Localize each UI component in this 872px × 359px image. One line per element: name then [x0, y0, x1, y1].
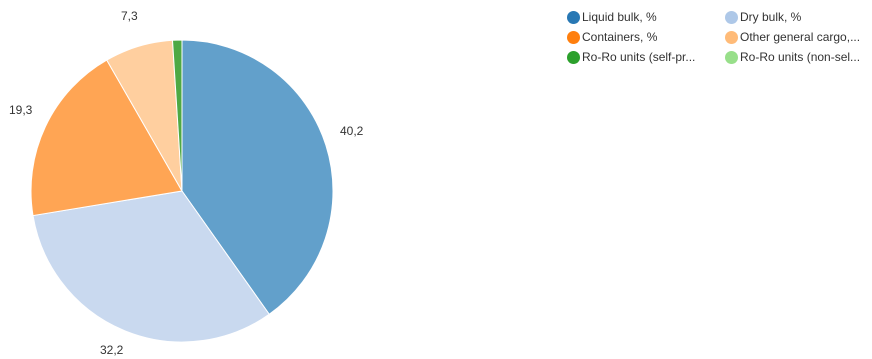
legend-item[interactable]: Other general cargo,...	[725, 30, 872, 44]
legend-swatch	[567, 10, 580, 24]
legend-swatch	[567, 50, 580, 64]
legend-item[interactable]: Dry bulk, %	[725, 10, 872, 24]
legend-label: Liquid bulk, %	[582, 10, 657, 24]
pie-slice-dry-bulk	[32, 190, 270, 343]
legend-item[interactable]: Liquid bulk, %	[567, 10, 725, 24]
data-label: 32,2	[100, 343, 124, 357]
pie-slice-ro-ro-units-self-propelled	[171, 39, 183, 192]
legend-label: Ro-Ro units (self-pr...	[582, 50, 696, 64]
data-label: 40,2	[340, 124, 364, 138]
pie-slice-containers	[30, 59, 183, 217]
legend-label: Other general cargo,...	[740, 30, 861, 44]
legend-item[interactable]: Ro-Ro units (self-pr...	[567, 50, 725, 64]
pie-slice-liquid-bulk	[181, 39, 334, 315]
legend-label: Dry bulk, %	[740, 10, 802, 24]
legend-swatch	[725, 50, 738, 64]
legend-label: Containers, %	[582, 30, 658, 44]
legend-swatch	[725, 10, 738, 24]
data-label: 19,3	[9, 103, 33, 117]
legend-item[interactable]: Containers, %	[567, 30, 725, 44]
data-label: 7,3	[121, 9, 138, 23]
legend-swatch	[725, 30, 738, 44]
chart-legend: Liquid bulk, % Dry bulk, % Containers, % Ot…	[567, 10, 872, 64]
pie-data-labels: 40,2 32,2 19,3 7,3	[9, 9, 364, 357]
legend-swatch	[567, 30, 580, 44]
pie-slices	[30, 39, 334, 343]
legend-label: Ro-Ro units (non-sel...	[740, 50, 861, 64]
legend-item[interactable]: Ro-Ro units (non-sel...	[725, 50, 872, 64]
